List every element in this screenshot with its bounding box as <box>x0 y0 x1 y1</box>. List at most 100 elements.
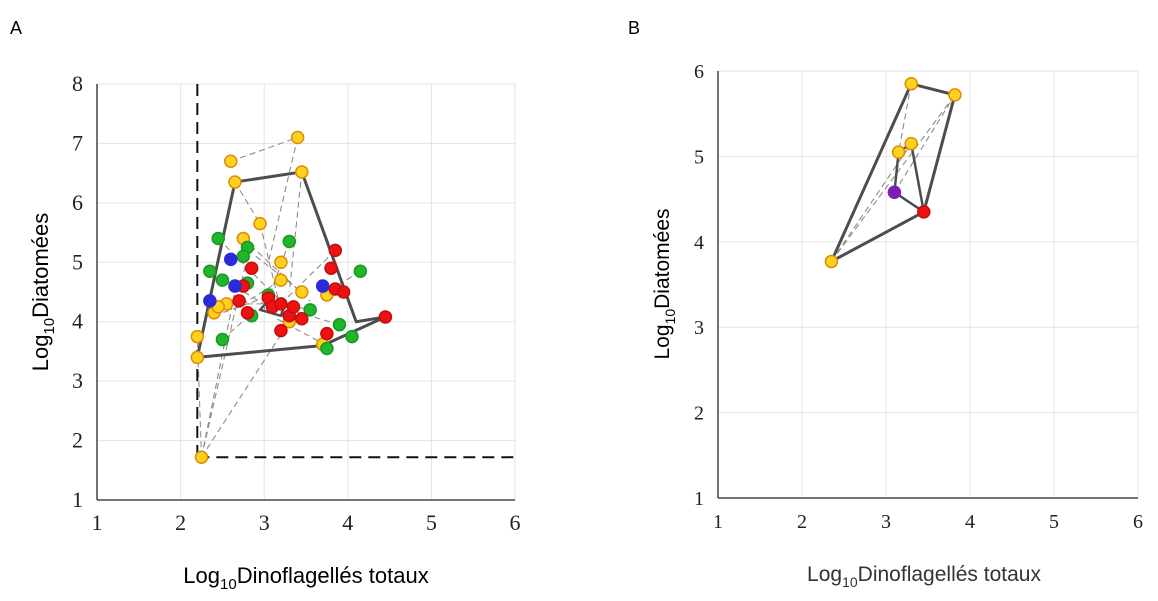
a-point-yellow <box>295 285 309 299</box>
a-point-red <box>336 285 351 299</box>
a-connection-line <box>242 238 311 302</box>
a-connection-line <box>280 250 336 305</box>
a-y-tick-label: 7 <box>72 130 83 155</box>
b-y-tick-label: 2 <box>694 403 704 425</box>
a-point-green <box>215 332 230 347</box>
b-y-tick-label: 1 <box>694 488 704 510</box>
b-connection-line <box>830 143 912 262</box>
a-connection-line <box>267 137 299 263</box>
a-y-tick-label: 3 <box>72 368 83 393</box>
a-point-yellow <box>274 273 288 287</box>
a-y-tick-label: 5 <box>72 249 83 274</box>
a-point-yellow <box>274 255 288 270</box>
a-point-red <box>240 306 255 320</box>
a-point-yellow <box>194 450 209 464</box>
b-point-yellow <box>891 145 906 159</box>
b-point-yellow <box>948 88 962 102</box>
b-x-tick-label: 3 <box>881 511 891 533</box>
b-x-tick-label: 6 <box>1133 511 1143 533</box>
a-x-tick-label: 1 <box>92 510 103 535</box>
a-y-tick-label: 1 <box>72 487 83 512</box>
b-x-tick-label: 5 <box>1049 511 1059 533</box>
a-point-green <box>303 303 317 317</box>
a-x-tick-label: 6 <box>510 510 521 535</box>
panel-b-axes <box>717 71 1138 499</box>
a-point-red <box>295 311 309 326</box>
panel-a-y-axis-label: Log10Diatomées <box>28 213 58 372</box>
a-point-red <box>244 261 259 275</box>
panel-b-chart: 1 2 3 4 5 6 1 2 3 4 5 6 Log10Dinoflagellés totaux L… <box>651 61 1143 590</box>
b-y-tick-label: 6 <box>694 61 704 83</box>
panel-b-plot-area <box>718 71 1138 498</box>
a-point-blue <box>203 294 217 308</box>
b-connection-line <box>893 94 956 193</box>
panel-a-threshold-lines <box>196 84 515 459</box>
b-connection-line <box>898 83 912 153</box>
a-point-blue <box>224 252 238 267</box>
a-x-tick-label: 2 <box>175 510 186 535</box>
a-point-green <box>345 329 359 344</box>
a-y-tick-label: 2 <box>72 428 83 453</box>
a-connection-line <box>243 279 282 305</box>
a-point-red <box>274 297 288 311</box>
a-connection-line <box>288 171 303 293</box>
a-point-red <box>232 294 246 308</box>
a-point-yellow <box>228 175 242 189</box>
a-point-green <box>203 264 217 278</box>
a-point-green <box>211 231 225 246</box>
a-connection-line <box>259 223 286 328</box>
a-point-red <box>378 310 393 324</box>
a-point-green <box>236 249 251 264</box>
a-point-green <box>332 317 347 332</box>
a-point-red <box>286 300 301 314</box>
panel-b-letter: B <box>628 18 640 38</box>
panel-a-chart: 1 2 3 4 5 6 1 2 3 4 5 6 7 8 Log10Dinoflagellés totaux… <box>28 71 521 593</box>
b-x-tick-label: 2 <box>797 511 807 533</box>
b-point-yellow <box>904 136 918 151</box>
b-y-tick-label: 4 <box>694 232 704 254</box>
a-y-tick-label: 6 <box>72 190 83 215</box>
b-point-yellow <box>904 77 918 91</box>
a-connection-line <box>213 297 265 317</box>
a-point-red <box>320 326 334 341</box>
a-point-yellow <box>190 350 205 365</box>
a-point-yellow <box>290 130 305 145</box>
a-point-blue <box>228 279 242 293</box>
a-connection-line <box>222 309 257 340</box>
panel-b-points <box>824 77 962 269</box>
panel-a-letter: A <box>10 18 22 38</box>
a-point-yellow <box>253 216 267 231</box>
a-y-tick-label: 4 <box>72 309 83 334</box>
panel-b-x-axis-label: Log10Dinoflagellés totaux <box>807 563 1041 590</box>
a-connection-line <box>230 136 298 162</box>
a-point-red <box>328 243 343 258</box>
a-point-yellow <box>190 329 205 344</box>
panel-a-axes <box>96 84 515 501</box>
panel-a-tick-labels: 1 2 3 4 5 6 1 2 3 4 5 6 7 8 <box>72 71 521 535</box>
a-point-yellow <box>295 165 309 179</box>
a-x-tick-label: 3 <box>259 510 270 535</box>
b-point-yellow <box>824 254 839 269</box>
a-point-green <box>215 273 230 287</box>
a-connection-line <box>289 309 340 326</box>
b-y-tick-label: 3 <box>694 317 704 339</box>
b-x-tick-label: 4 <box>965 511 975 533</box>
a-point-red <box>274 323 288 338</box>
b-point-purple <box>887 185 902 200</box>
a-point-green <box>353 264 368 278</box>
panel-a-x-axis-label: Log10Dinoflagellés totaux <box>183 563 428 593</box>
b-x-tick-label: 1 <box>713 511 723 533</box>
b-point-red <box>917 205 931 219</box>
a-x-tick-label: 4 <box>342 510 353 535</box>
panel-b-gridlines <box>717 70 1139 499</box>
a-x-tick-label: 5 <box>426 510 437 535</box>
b-connection-line <box>830 94 956 262</box>
b-y-tick-label: 5 <box>694 146 704 168</box>
a-point-green <box>320 341 334 356</box>
a-point-green <box>282 234 297 249</box>
a-connection-line <box>200 291 236 458</box>
a-point-blue <box>315 279 330 293</box>
a-y-tick-label: 8 <box>72 71 83 96</box>
a-point-red <box>324 261 338 275</box>
